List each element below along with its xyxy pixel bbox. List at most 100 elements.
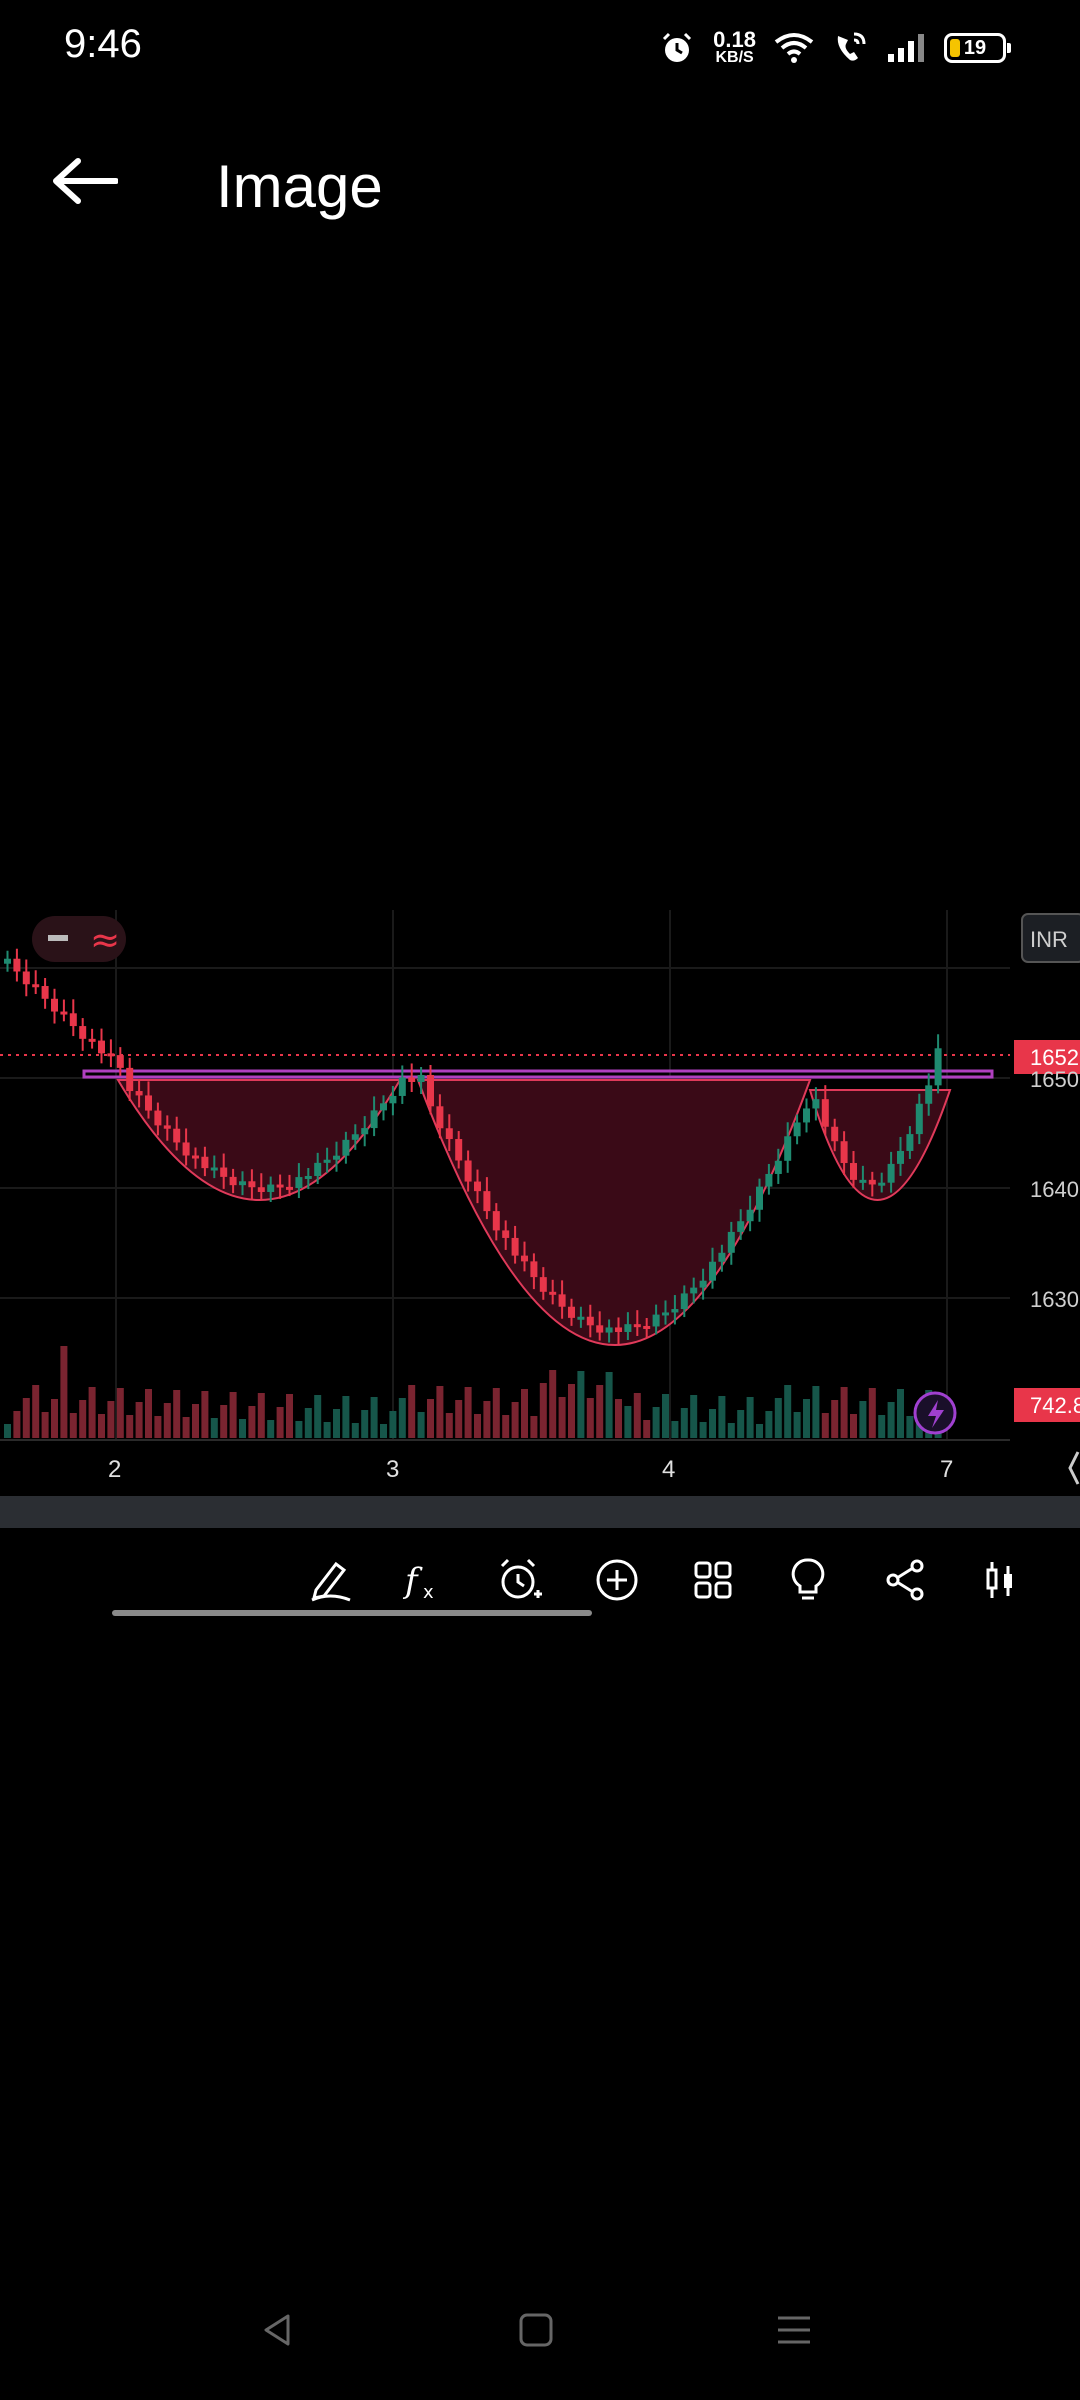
volume-bar xyxy=(887,1402,895,1438)
volume-bar xyxy=(361,1410,369,1438)
candle-body xyxy=(32,984,40,988)
candle-body xyxy=(163,1125,171,1129)
volume-bar xyxy=(267,1420,275,1438)
volume-bar xyxy=(492,1388,500,1438)
candle-body xyxy=(145,1095,152,1111)
volume-bar xyxy=(248,1406,256,1438)
volume-bar xyxy=(530,1416,538,1438)
volume-bar xyxy=(483,1401,491,1438)
volume-bar xyxy=(455,1400,463,1438)
indicators-fx-icon: f x xyxy=(402,1561,434,1603)
volume-bar xyxy=(154,1416,162,1438)
candle-body xyxy=(445,1128,453,1140)
candle-body xyxy=(182,1142,190,1156)
status-icons: 0.18 KB/S 19 xyxy=(659,26,1011,70)
volume-bar xyxy=(662,1394,669,1438)
candle-body xyxy=(774,1160,782,1174)
candle-body xyxy=(887,1163,895,1183)
volume-bar xyxy=(60,1346,68,1438)
candle-body xyxy=(427,1075,434,1107)
volume-bar xyxy=(126,1415,134,1438)
candle-body xyxy=(4,958,11,964)
candle-body xyxy=(821,1099,829,1127)
candle-body xyxy=(333,1155,340,1160)
candle-body xyxy=(88,1038,96,1042)
volume-bar xyxy=(408,1385,416,1438)
time-tick-label: 4 xyxy=(662,1456,675,1483)
candle-body xyxy=(615,1327,622,1332)
chart-type-button[interactable] xyxy=(970,1550,1030,1610)
volume-bar xyxy=(220,1405,228,1438)
candle-body xyxy=(652,1314,660,1327)
volume-bar xyxy=(389,1411,397,1438)
volume-bar xyxy=(286,1394,293,1438)
volume-label: 742.8 xyxy=(1030,1393,1080,1418)
time-tick-label: 3 xyxy=(386,1456,399,1483)
candles-icon xyxy=(986,1562,1012,1598)
current-price-label: 1652 xyxy=(1030,1045,1079,1070)
nav-menu-button[interactable] xyxy=(764,2300,824,2360)
add-button[interactable] xyxy=(587,1550,647,1610)
volume-bar xyxy=(502,1415,510,1438)
volume-bar xyxy=(831,1400,839,1438)
volume-bar xyxy=(624,1406,632,1438)
candle-body xyxy=(417,1075,425,1082)
indicators-button[interactable]: f x xyxy=(393,1550,453,1610)
candle-body xyxy=(878,1182,886,1186)
chart-svg: ≈ INR 1652 1650 1640 1630 742.8 2 3 4 7 xyxy=(0,910,1080,1485)
candle-body xyxy=(380,1103,387,1111)
price-axis: INR 1652 1650 1640 1630 742.8 xyxy=(1014,913,1080,1422)
candle-body xyxy=(934,1048,942,1086)
indicator-badge[interactable]: ≈ xyxy=(32,916,126,962)
volume-bar xyxy=(276,1407,284,1438)
toolbar-scrollbar[interactable] xyxy=(112,1610,592,1616)
wave-icon: ≈ xyxy=(90,920,120,961)
nav-back-icon xyxy=(264,2314,290,2346)
candle-body xyxy=(116,1055,124,1068)
volume-bar xyxy=(850,1414,857,1438)
volume-bar xyxy=(210,1418,218,1438)
chart-scroll-strip[interactable] xyxy=(0,1496,1080,1528)
candle-body xyxy=(746,1209,754,1222)
current-price-tag xyxy=(1014,1040,1080,1074)
candle-body xyxy=(539,1277,547,1292)
candle-body xyxy=(680,1293,688,1310)
back-button[interactable] xyxy=(40,146,130,216)
app-bar: Image xyxy=(0,130,1080,230)
candle-body xyxy=(276,1184,284,1188)
time-tick-label: 2 xyxy=(108,1456,121,1483)
volume-bar xyxy=(812,1386,820,1438)
candle-body xyxy=(812,1099,820,1109)
chart-image[interactable]: ≈ INR 1652 1650 1640 1630 742.8 2 3 4 7 xyxy=(0,900,1080,1530)
candle-body xyxy=(577,1316,585,1320)
nav-home-button[interactable] xyxy=(506,2300,566,2360)
layout-button[interactable] xyxy=(683,1550,743,1610)
candle-body xyxy=(831,1126,839,1142)
volume-bar xyxy=(417,1412,425,1438)
pattern-left-cup xyxy=(116,1079,402,1201)
candle-body xyxy=(568,1306,575,1318)
volume-bar xyxy=(333,1409,340,1438)
volume-bar xyxy=(756,1424,763,1438)
volume-bar xyxy=(436,1386,444,1438)
page-title: Image xyxy=(216,153,383,220)
svg-text:x: x xyxy=(423,1582,434,1603)
lightning-button[interactable] xyxy=(913,1391,957,1435)
candle-body xyxy=(859,1179,867,1183)
nav-back-button[interactable] xyxy=(248,2300,308,2360)
candle-body xyxy=(605,1327,613,1333)
volume-bar xyxy=(633,1393,641,1438)
alert-button[interactable] xyxy=(490,1550,550,1610)
share-button[interactable] xyxy=(875,1550,935,1610)
ideas-button[interactable] xyxy=(778,1550,838,1610)
candle-body xyxy=(530,1261,538,1278)
volume-bar xyxy=(229,1392,237,1438)
net-speed-unit: KB/S xyxy=(715,49,754,66)
battery-icon: 19 xyxy=(944,33,1011,63)
chart-toolbar: f x xyxy=(0,1540,1080,1620)
candle-body xyxy=(586,1316,594,1326)
candle-body xyxy=(840,1141,848,1164)
price-tick-label: 1640 xyxy=(1030,1177,1079,1202)
candle-body xyxy=(239,1181,246,1186)
draw-button[interactable] xyxy=(300,1550,360,1610)
